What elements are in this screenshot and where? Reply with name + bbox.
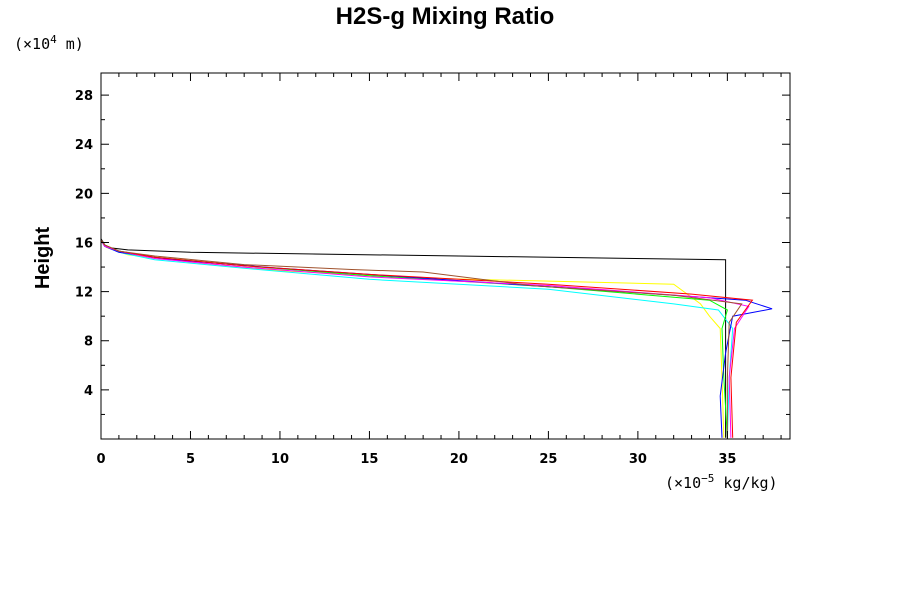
y-tick-label: 20 (75, 187, 93, 202)
y-tick-label: 8 (84, 335, 93, 350)
x-unit-exponent: −5 (701, 472, 714, 485)
series-line-7 (100, 239, 754, 438)
ticks-layer: 0 5 10 15 20 25 30 35 4 8 12 16 20 24 28 (75, 73, 790, 467)
x-tick-label: 0 (96, 452, 105, 467)
series-line-5 (100, 239, 773, 438)
y-unit-suffix: m) (57, 35, 84, 53)
x-tick-label: 20 (450, 452, 468, 467)
y-tick-label: 28 (75, 89, 93, 104)
x-tick-label: 5 (186, 452, 195, 467)
x-unit-suffix: kg/kg) (714, 474, 777, 492)
x-tick-label: 25 (539, 452, 557, 467)
y-tick-label: 4 (84, 384, 93, 399)
series-line-3 (100, 239, 734, 438)
y-axis-label: Height (32, 227, 54, 290)
y-unit-prefix: (×10 (14, 35, 50, 53)
plot-frame (100, 72, 791, 440)
series-layer (100, 73, 773, 438)
x-tick-label: 15 (360, 452, 378, 467)
series-line-8 (100, 239, 743, 438)
chart-title: H2S-g Mixing Ratio (336, 3, 555, 30)
y-tick-label: 24 (75, 138, 93, 153)
series-line-1 (100, 73, 727, 438)
series-line-4 (100, 239, 728, 438)
series-line-2 (100, 239, 725, 438)
x-tick-label: 30 (629, 452, 647, 467)
x-tick-label: 35 (718, 452, 736, 467)
x-unit-label: (×10−5 kg/kg) (665, 472, 778, 492)
y-tick-label: 16 (75, 236, 93, 251)
y-unit-label: (×104 m) (14, 33, 84, 53)
y-tick-label: 12 (75, 286, 93, 301)
series-line-6 (100, 239, 750, 438)
x-unit-prefix: (×10 (665, 474, 701, 492)
x-tick-label: 10 (271, 452, 289, 467)
y-unit-exponent: 4 (50, 33, 57, 46)
